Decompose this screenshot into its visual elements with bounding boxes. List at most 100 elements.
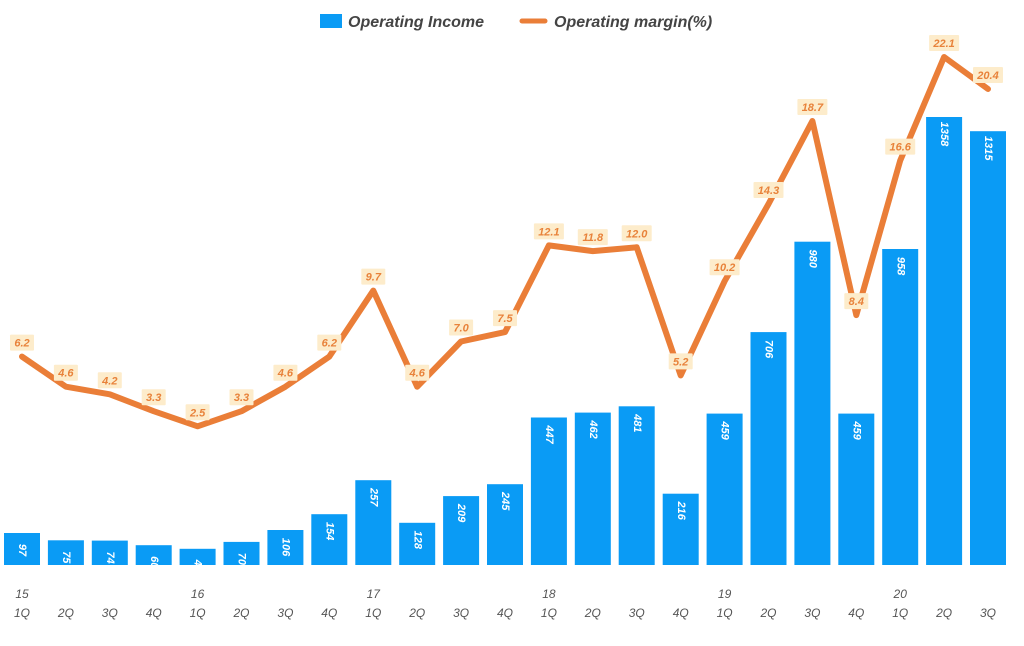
margin-point-label: 12.1 bbox=[533, 223, 564, 240]
margin-point-label: 4.2 bbox=[97, 372, 122, 389]
bar bbox=[267, 530, 304, 565]
point-label-bg bbox=[229, 389, 254, 406]
bar bbox=[355, 480, 392, 565]
x-tick-quarter: 1Q bbox=[541, 606, 557, 620]
point-label-text: 12.1 bbox=[538, 226, 559, 238]
line-value-labels: 6.2 4.6 4.2 3.3 2.5 3.3 4.6 6.2 9.7 4.6 7.0 7.5 12.1… bbox=[10, 35, 1003, 421]
bar-value-label: 1358 bbox=[938, 122, 950, 147]
margin-point-label: 22.1 bbox=[929, 35, 960, 51]
x-tick-year: 19 bbox=[718, 587, 732, 601]
point-label-bg bbox=[577, 229, 608, 246]
margin-point-label: 3.3 bbox=[229, 389, 254, 406]
bar-value-label: 462 bbox=[587, 419, 599, 438]
bar-value-label: 74 bbox=[104, 551, 116, 563]
bar bbox=[47, 540, 84, 565]
bar bbox=[487, 484, 523, 565]
bar bbox=[794, 241, 831, 565]
point-label-text: 12.0 bbox=[626, 228, 648, 240]
legend: Operating Income Operating margin(%) bbox=[320, 14, 712, 31]
x-tick-quarter: 3Q bbox=[102, 606, 118, 620]
point-label-bg bbox=[929, 35, 960, 51]
bar-value-label: 459 bbox=[719, 420, 731, 440]
x-tick-quarter: 3Q bbox=[629, 606, 645, 620]
bar-value-label: 216 bbox=[675, 501, 687, 521]
x-tick-year: 20 bbox=[893, 587, 908, 601]
point-label-text: 4.6 bbox=[409, 368, 426, 380]
margin-point-label: 7.5 bbox=[493, 310, 517, 327]
x-tick-quarter: 1Q bbox=[190, 606, 206, 620]
bar-value-label: 209 bbox=[455, 503, 467, 523]
bar-value-label: 128 bbox=[411, 531, 423, 550]
x-tick-quarter: 2Q bbox=[408, 606, 425, 620]
point-label-text: 4.6 bbox=[277, 368, 294, 380]
margin-point-label: 3.3 bbox=[141, 389, 166, 406]
legend-item-operating-income[interactable]: Operating Income bbox=[320, 14, 484, 31]
legend-item-operating-margin[interactable]: Operating margin(%) bbox=[519, 14, 712, 31]
point-label-text: 9.7 bbox=[366, 272, 382, 284]
bar-value-label: 70 bbox=[236, 553, 248, 566]
point-label-text: 5.2 bbox=[673, 356, 688, 368]
point-label-bg bbox=[10, 334, 34, 351]
point-label-bg bbox=[797, 99, 828, 115]
point-label-text: 7.5 bbox=[497, 313, 513, 325]
point-label-text: 16.6 bbox=[889, 142, 911, 154]
bar-value-label: 97 bbox=[16, 544, 28, 557]
point-label-text: 3.3 bbox=[146, 392, 161, 404]
bar-series bbox=[4, 117, 1006, 565]
margin-point-label: 6.2 bbox=[317, 334, 342, 351]
margin-point-label: 11.8 bbox=[577, 229, 608, 246]
point-label-text: 10.2 bbox=[714, 262, 735, 274]
line-series bbox=[19, 54, 991, 430]
x-tick-quarter: 1Q bbox=[14, 606, 30, 620]
bar-value-labels: 97 75 74 60 49 70 106 154 257 128 209 245 447 462 481 2… bbox=[16, 122, 994, 573]
bar-value-label: 49 bbox=[192, 559, 204, 573]
point-label-bg bbox=[885, 138, 916, 155]
point-label-text: 8.4 bbox=[849, 296, 864, 308]
bar-value-label: 245 bbox=[499, 491, 511, 511]
x-tick-quarter: 1Q bbox=[892, 606, 908, 620]
bar-value-label: 447 bbox=[543, 424, 555, 444]
bar-value-label: 706 bbox=[763, 340, 775, 359]
point-label-bg bbox=[621, 225, 652, 242]
point-label-bg bbox=[405, 364, 430, 381]
margin-point-label: 4.6 bbox=[273, 364, 298, 381]
bar bbox=[443, 496, 480, 565]
margin-point-label: 6.2 bbox=[10, 334, 34, 351]
point-label-bg bbox=[141, 389, 166, 406]
margin-point-label: 5.2 bbox=[668, 353, 693, 370]
bar bbox=[91, 540, 128, 565]
x-axis: 15 1Q 2Q 3Q 4Q 16 1Q 2Q 3Q 4Q 17 1Q 2Q 3Q 4Q 18 1Q 2Q 3Q 4Q… bbox=[14, 587, 996, 620]
point-label-text: 4.2 bbox=[101, 375, 117, 387]
x-tick-year: 18 bbox=[542, 587, 556, 601]
bar-value-label: 154 bbox=[323, 522, 335, 540]
x-tick-year: 17 bbox=[367, 587, 382, 601]
legend-label-operating-margin: Operating margin(%) bbox=[554, 14, 712, 31]
x-tick-year: 16 bbox=[191, 587, 205, 601]
x-tick-quarter: 4Q bbox=[497, 606, 513, 620]
point-label-text: 18.7 bbox=[802, 102, 824, 114]
x-tick-quarter: 3Q bbox=[453, 606, 469, 620]
point-label-bg bbox=[317, 334, 342, 351]
bar bbox=[223, 541, 260, 565]
bar-value-label: 459 bbox=[850, 420, 862, 440]
margin-point-label: 10.2 bbox=[709, 259, 740, 276]
point-label-bg bbox=[273, 364, 298, 381]
bar bbox=[838, 413, 875, 565]
point-label-bg bbox=[493, 310, 517, 327]
x-tick-quarter: 1Q bbox=[365, 606, 381, 620]
x-tick-quarter: 4Q bbox=[321, 606, 337, 620]
point-label-bg bbox=[361, 268, 386, 285]
x-tick-quarter: 4Q bbox=[673, 606, 689, 620]
bar-value-label: 257 bbox=[367, 487, 379, 507]
margin-line bbox=[19, 54, 991, 430]
point-label-text: 7.0 bbox=[453, 323, 469, 335]
bar bbox=[179, 548, 216, 565]
point-label-text: 6.2 bbox=[14, 338, 29, 350]
bar-value-label: 980 bbox=[806, 250, 818, 269]
margin-point-label: 8.4 bbox=[844, 293, 869, 310]
point-label-bg bbox=[709, 259, 740, 276]
point-label-text: 4.6 bbox=[57, 368, 74, 380]
point-label-bg bbox=[97, 372, 122, 389]
x-tick-year: 15 bbox=[15, 587, 29, 601]
point-label-bg bbox=[668, 353, 693, 370]
